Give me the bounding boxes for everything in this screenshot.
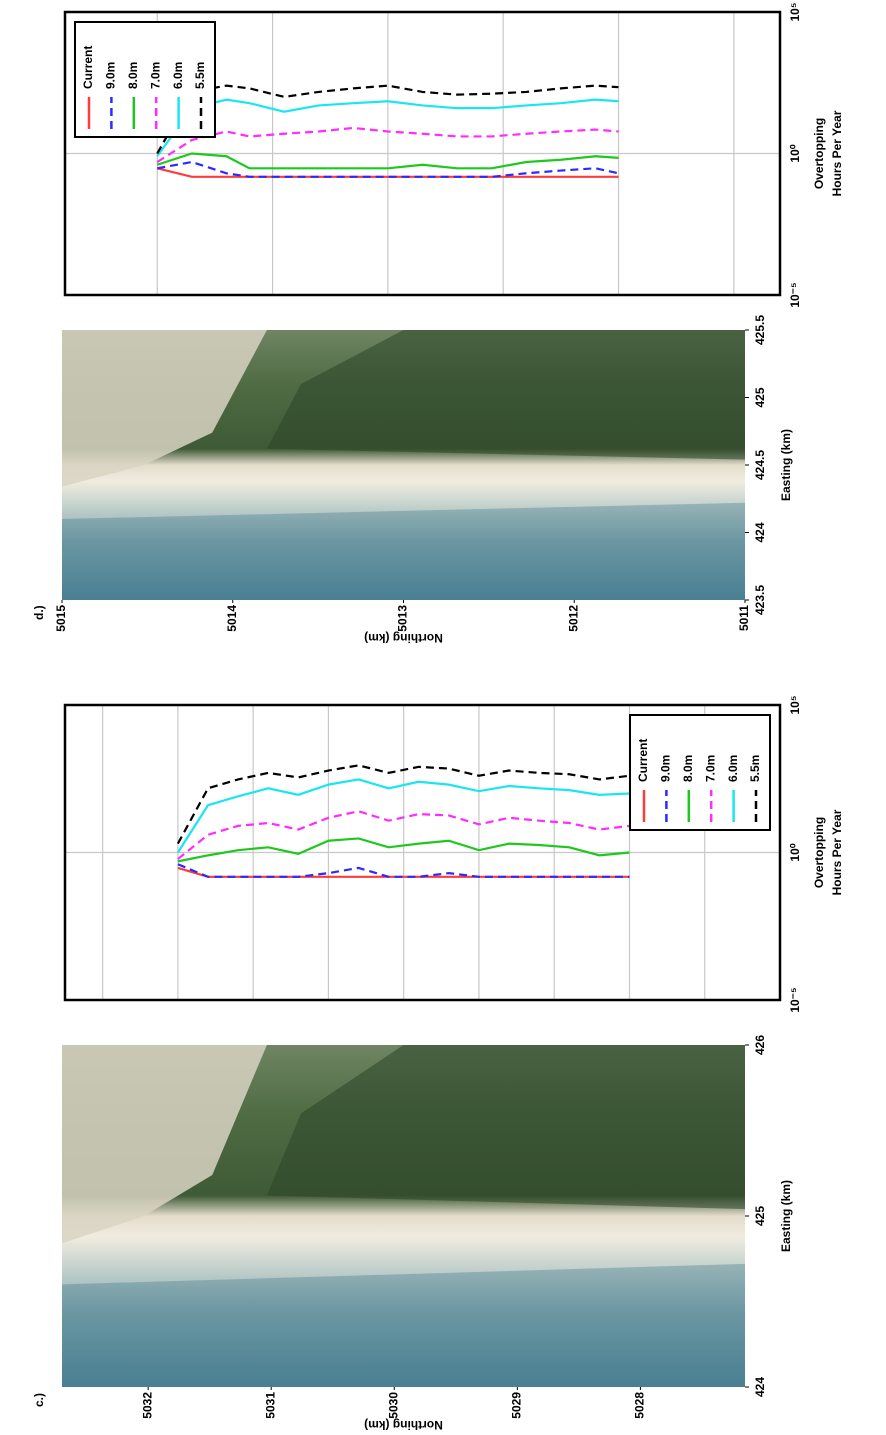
surf [62,1263,745,1387]
series-line [177,837,630,863]
x-tick-label: 10⁻⁵ [788,987,802,1012]
series-line [176,764,630,845]
x-tick-label: 426 [753,1035,767,1055]
legend-label: 5.5m [748,755,762,782]
x-tick-label: 10⁰ [788,144,802,162]
x-tick-label: 10⁵ [788,3,802,22]
panel-label: d.) [32,605,46,620]
legend-label: Current [81,46,95,89]
x-tick-label: 10⁰ [788,843,802,861]
y-tick-label: 5013 [396,605,410,632]
plot-frame [63,703,782,1002]
y-tick-label: 5031 [263,1392,277,1419]
x-tick-label: 425.5 [753,315,767,345]
legend-label: 6.0m [171,62,185,89]
y-axis-label: Northing (km) [364,631,443,645]
legend-label: 9.0m [104,62,118,89]
y-tick-label: 5028 [633,1392,647,1419]
y-axis-label: Northing (km) [364,1418,443,1432]
x-axis-label: Hours Per Year [830,809,844,895]
legend-label: 7.0m [148,62,162,89]
plot-frame [63,10,782,297]
legend-label: 8.0m [681,755,695,782]
x-tick-label: 10⁻⁵ [788,282,802,307]
y-tick-label: 5014 [225,605,239,632]
x-tick-label: 424 [753,1377,767,1397]
legend-label: Current [636,739,650,782]
x-axis-label: Easting (km) [779,1180,793,1252]
legend-label: 6.0m [726,755,740,782]
x-tick-label: 425 [753,1206,767,1226]
y-tick-label: 5032 [140,1392,154,1419]
y-tick-label: 5030 [386,1392,400,1419]
series-line [156,126,619,163]
legend-label: 9.0m [659,755,673,782]
series-line [156,84,619,155]
x-tick-label: 425 [753,387,767,407]
legend-label: 7.0m [703,755,717,782]
x-axis-label: Hours Per Year [830,110,844,196]
legend-label: 8.0m [126,62,140,89]
x-axis-label: Overtopping [812,118,826,189]
y-tick-label: 5029 [510,1392,524,1419]
rotated-figure: 424 425 426 5032 5031 5030 5029 5028 Easting (km… [32,3,844,1432]
legend-box [629,714,771,831]
legend-box [74,21,216,138]
series-line [157,160,619,178]
y-tick-label: 5011 [737,605,751,631]
series-line [176,778,630,854]
series-line [156,98,619,157]
x-axis-label: Overtopping [812,817,826,888]
x-tick-label: 423.5 [753,585,767,615]
sand-flat [62,330,267,487]
sand-flat [62,1045,267,1244]
series-line [177,863,630,878]
series-line [156,152,619,170]
panel-label: c.) [32,1393,46,1407]
forest [266,330,745,460]
series-line [156,167,619,178]
x-tick-label: 424.5 [753,450,767,480]
surf [62,502,745,600]
series-line [177,810,630,860]
y-tick-label: 5015 [54,605,68,632]
x-tick-label: 424 [753,522,767,542]
x-tick-label: 10⁵ [788,696,802,715]
legend-label: 5.5m [193,62,207,89]
y-tick-label: 5012 [566,605,580,632]
x-axis-label: Easting (km) [779,429,793,501]
forest [266,1045,745,1210]
